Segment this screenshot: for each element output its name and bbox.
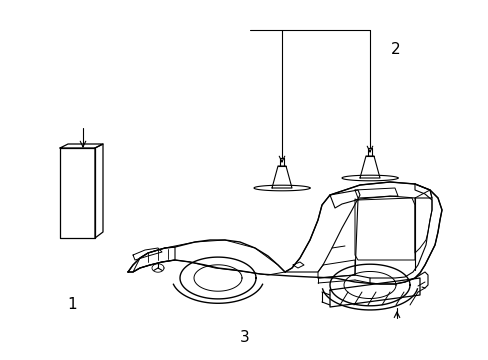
- Text: 1: 1: [67, 297, 77, 312]
- Text: 3: 3: [239, 330, 249, 345]
- Text: 2: 2: [390, 42, 400, 57]
